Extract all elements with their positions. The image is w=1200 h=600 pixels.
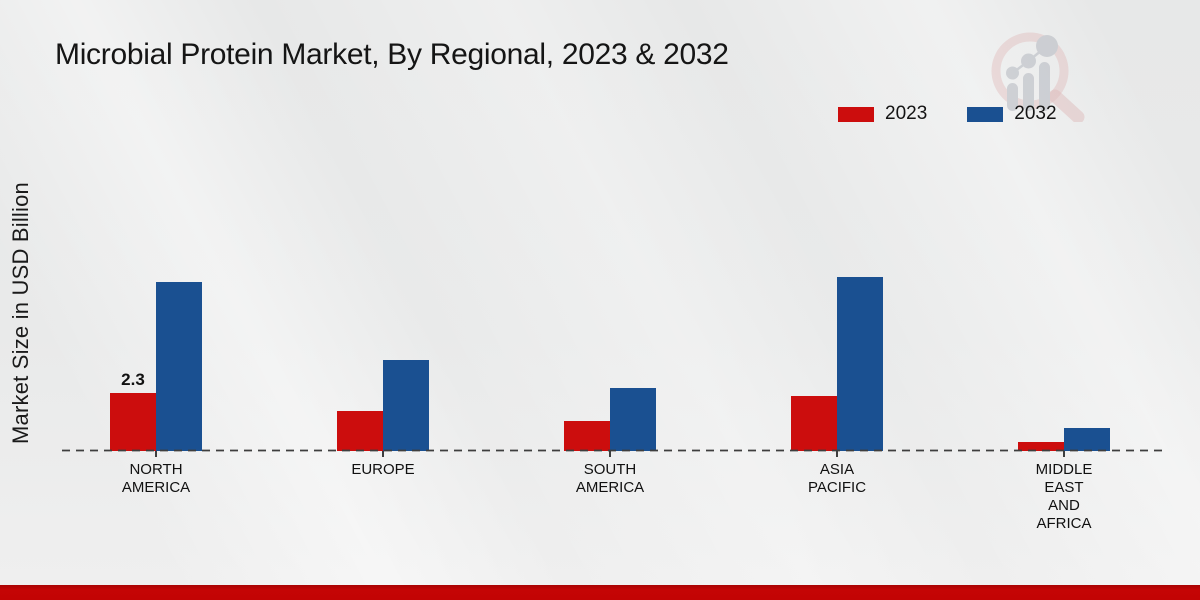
legend: 2023 2032 bbox=[838, 103, 1057, 125]
bar-2023-europe bbox=[337, 411, 383, 451]
watermark-logo-icon bbox=[991, 32, 1085, 122]
y-axis-label: Market Size in USD Billion bbox=[8, 182, 33, 444]
chart-title: Microbial Protein Market, By Regional, 2… bbox=[55, 38, 729, 71]
x-tick-label-middle-east-and-africa: MIDDLE EAST AND AFRICA bbox=[1035, 461, 1093, 532]
legend-swatch-2032-icon bbox=[967, 106, 1004, 122]
bottom-accent-bar bbox=[0, 585, 1200, 600]
bar-2023-middle-east-and-africa bbox=[1018, 442, 1064, 451]
bar-2032-middle-east-and-africa bbox=[1064, 428, 1110, 451]
legend-label-2032: 2032 bbox=[1014, 103, 1057, 124]
bar-2023-asia-pacific bbox=[791, 396, 837, 451]
legend-item-2023: 2023 bbox=[838, 103, 927, 125]
x-tick-label-south-america: SOUTH AMERICA bbox=[575, 461, 645, 496]
bar-2032-north-america bbox=[156, 282, 202, 451]
magnifier-handle-icon bbox=[1048, 89, 1085, 122]
bar-2023-south-america bbox=[564, 421, 610, 451]
x-tick-label-europe: EUROPE bbox=[351, 461, 415, 478]
legend-swatch-2023-icon bbox=[838, 106, 874, 122]
x-axis-tick bbox=[836, 451, 838, 457]
legend-item-2032: 2032 bbox=[967, 103, 1057, 125]
x-axis-tick bbox=[609, 451, 611, 457]
x-axis-line bbox=[62, 449, 1162, 452]
bar-value-label: 2.3 bbox=[121, 370, 145, 389]
x-axis-tick bbox=[382, 451, 384, 457]
bar-2023-north-america bbox=[110, 393, 156, 451]
bar-2032-south-america bbox=[610, 388, 656, 451]
x-tick-label-asia-pacific: ASIA PACIFIC bbox=[807, 461, 867, 496]
bar-chart-glyph-icon bbox=[1006, 35, 1058, 111]
x-axis-tick bbox=[1063, 451, 1065, 457]
x-axis-tick bbox=[155, 451, 157, 457]
bar-2032-asia-pacific bbox=[837, 277, 883, 451]
bar-2032-europe bbox=[383, 360, 429, 451]
x-tick-label-north-america: NORTH AMERICA bbox=[121, 461, 191, 496]
legend-label-2023: 2023 bbox=[885, 103, 928, 124]
